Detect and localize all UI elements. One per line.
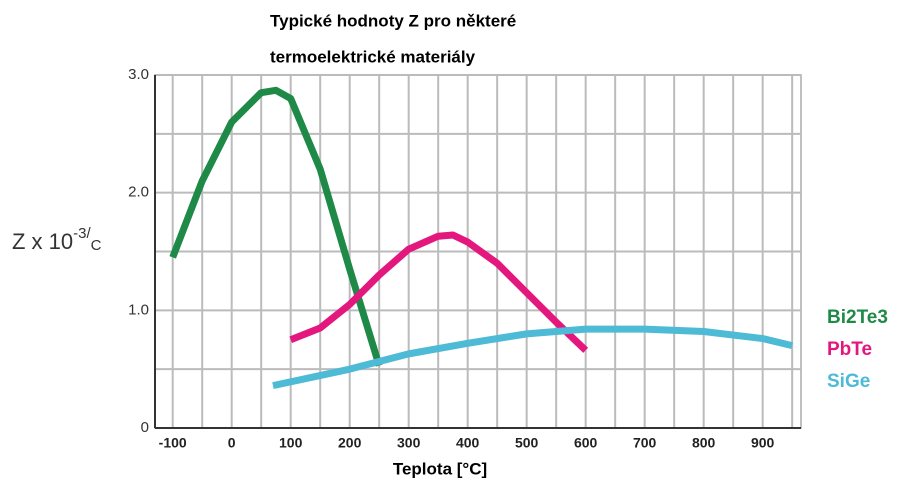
y-tick-label: 0 <box>141 419 149 436</box>
x-axis-label: Teplota [°C] <box>393 459 487 478</box>
x-tick-label: 600 <box>574 435 598 451</box>
series-line <box>169 86 383 367</box>
legend-label: PbTe <box>827 339 872 360</box>
x-tick-label: 300 <box>397 435 421 451</box>
y-axis-label: Z x 10-3/C <box>12 225 102 254</box>
y-axis-label-base: Z x 10 <box>12 229 73 254</box>
x-tick-label: 900 <box>751 435 775 451</box>
chart-title: termoelektrické materiály <box>270 47 476 66</box>
x-tick-label: 700 <box>633 435 657 451</box>
legend-label: SiGe <box>827 371 870 392</box>
x-tick-label: 200 <box>338 435 362 451</box>
y-tick-label: 3.0 <box>128 66 149 83</box>
y-axis-label-sup: -3/ <box>73 225 91 242</box>
x-tick-label: 100 <box>279 435 303 451</box>
x-tick-label: 0 <box>228 435 236 451</box>
y-tick-label: 1.0 <box>128 301 149 318</box>
x-tick-label: -100 <box>159 435 187 451</box>
series-line <box>272 325 793 390</box>
legend-label: Bi2Te3 <box>827 307 888 328</box>
x-tick-label: 800 <box>692 435 716 451</box>
y-tick-label: 2.0 <box>128 184 149 201</box>
chart-title: Typické hodnoty Z pro některé <box>270 11 516 30</box>
x-tick-label: 400 <box>456 435 480 451</box>
x-tick-label: 500 <box>515 435 539 451</box>
y-axis-label-sub: C <box>91 237 102 254</box>
series-line <box>289 231 589 353</box>
